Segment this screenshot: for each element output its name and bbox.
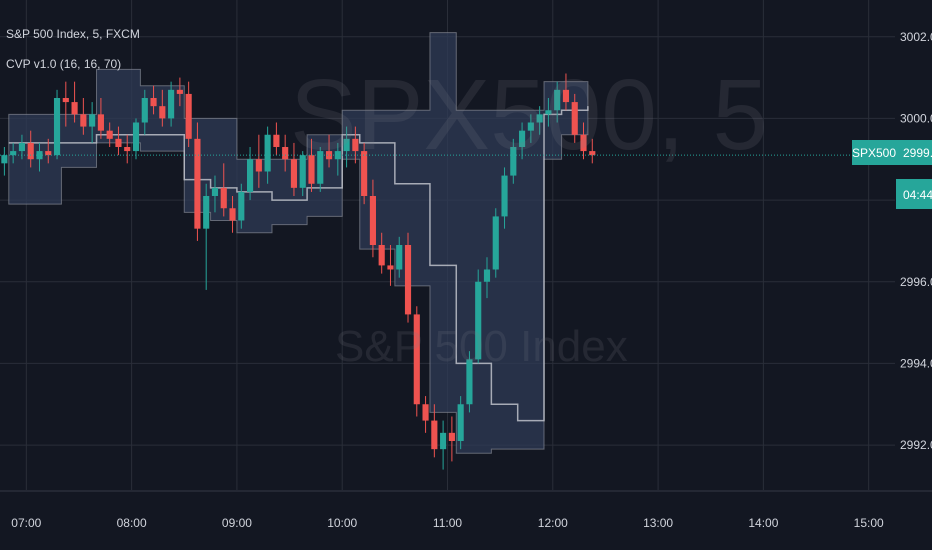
- candle-body: [62, 98, 69, 103]
- time-tick-label: 15:00: [854, 516, 884, 530]
- candle-body: [387, 265, 394, 270]
- candle-body: [10, 151, 17, 156]
- candle-body: [317, 151, 324, 184]
- candle-body: [501, 175, 508, 217]
- candle-body: [361, 151, 368, 196]
- time-tick-label: 07:00: [11, 516, 41, 530]
- candle-body: [483, 269, 491, 282]
- candle-body: [396, 245, 403, 270]
- candle-body: [536, 114, 543, 123]
- candle-body: [475, 281, 482, 360]
- time-tick-label: 08:00: [117, 516, 147, 530]
- price-tick-label: 3000.0: [900, 111, 932, 125]
- indicator-legend[interactable]: CVP v1.0 (16, 16, 70): [6, 57, 122, 71]
- candle-body: [106, 130, 113, 139]
- candle-body: [132, 122, 140, 152]
- candle-body: [168, 89, 175, 119]
- price-tag-label-box: [852, 140, 896, 165]
- candle-body: [290, 159, 298, 188]
- price-tick-label: 2994.0: [900, 356, 932, 370]
- candle-body: [457, 404, 464, 441]
- candle-body: [282, 147, 289, 160]
- candle-body: [238, 191, 245, 221]
- candle-body: [27, 142, 34, 160]
- candle-body: [571, 102, 578, 135]
- symbol-legend[interactable]: S&P 500 Index, 5, FXCM: [6, 27, 140, 41]
- candle-body: [510, 147, 517, 176]
- cvp-band-area: [8, 32, 589, 454]
- candle-body: [448, 432, 455, 441]
- candle-body: [247, 159, 254, 192]
- time-tick-label: 10:00: [327, 516, 357, 530]
- candle-body: [440, 432, 447, 450]
- candle-body: [45, 151, 52, 156]
- candle-body: [264, 134, 271, 172]
- time-tick-label: 14:00: [748, 516, 778, 530]
- candle-body: [589, 151, 596, 156]
- candle-body: [220, 187, 227, 209]
- candle-body: [404, 245, 412, 315]
- candle-body: [273, 134, 280, 147]
- candle-body: [124, 147, 131, 152]
- candle-body: [255, 159, 262, 172]
- price-tick-label: 2992.0: [900, 438, 932, 452]
- candle-body: [527, 122, 534, 131]
- time-tick-label: 12:00: [538, 516, 568, 530]
- candle-body: [369, 196, 376, 245]
- time-axis[interactable]: 07:00 08:00 09:00 10:00 11:00 12:00 13:00 14:00…: [11, 516, 884, 530]
- candle-body: [176, 89, 183, 94]
- candle-body: [97, 114, 104, 131]
- price-tick-label: 3002.0: [900, 30, 932, 44]
- candle-body: [80, 114, 87, 127]
- candle-body: [413, 314, 420, 405]
- candle-body: [308, 155, 315, 184]
- candle-body: [194, 138, 201, 229]
- candle-body: [203, 196, 210, 229]
- last-price-tag: SPX500 2999.1 04:44: [852, 140, 932, 209]
- candle-body: [150, 98, 157, 107]
- candle-body: [466, 359, 473, 405]
- candle-body: [53, 98, 61, 156]
- candle-body: [431, 420, 438, 450]
- candle-body: [519, 130, 526, 147]
- candle-body: [492, 216, 499, 270]
- price-axis-background[interactable]: [895, 0, 932, 550]
- candle-body: [343, 138, 350, 152]
- candle-body: [580, 134, 587, 152]
- candle-body: [1, 155, 8, 164]
- candlestick-series: [1, 73, 596, 470]
- candle-body: [554, 89, 561, 111]
- candle-body: [185, 93, 192, 139]
- candle-body: [89, 114, 96, 127]
- candle-body: [422, 404, 429, 421]
- candle-body: [115, 138, 122, 147]
- countdown-text: 04:44: [903, 188, 932, 202]
- cvp-indicator-band: [8, 32, 589, 454]
- price-tick-label: 2996.0: [900, 275, 932, 289]
- candle-body: [71, 102, 78, 115]
- candle-body: [299, 155, 306, 188]
- candle-body: [211, 187, 219, 196]
- candle-body: [334, 151, 341, 160]
- candle-body: [18, 142, 26, 152]
- price-axis: 2992.02994.02996.02998.03000.03002.0: [900, 30, 932, 452]
- cvp-middle-line: [8, 106, 589, 422]
- candle-body: [325, 151, 333, 160]
- candle-body: [352, 138, 359, 152]
- candle-body: [229, 208, 236, 221]
- price-tag-value-box: [896, 140, 932, 165]
- time-tick-label: 11:00: [433, 516, 462, 530]
- candle-body: [378, 245, 385, 266]
- candle-body: [545, 110, 552, 115]
- price-tag-value: 2999.1: [903, 146, 932, 160]
- candle-body: [141, 98, 148, 123]
- candle-body: [562, 89, 570, 103]
- time-tick-label: 13:00: [643, 516, 673, 530]
- candle-body: [159, 106, 166, 119]
- countdown-box: [896, 179, 932, 209]
- time-tick-label: 09:00: [222, 516, 252, 530]
- price-tag-label: SPX500: [852, 146, 896, 160]
